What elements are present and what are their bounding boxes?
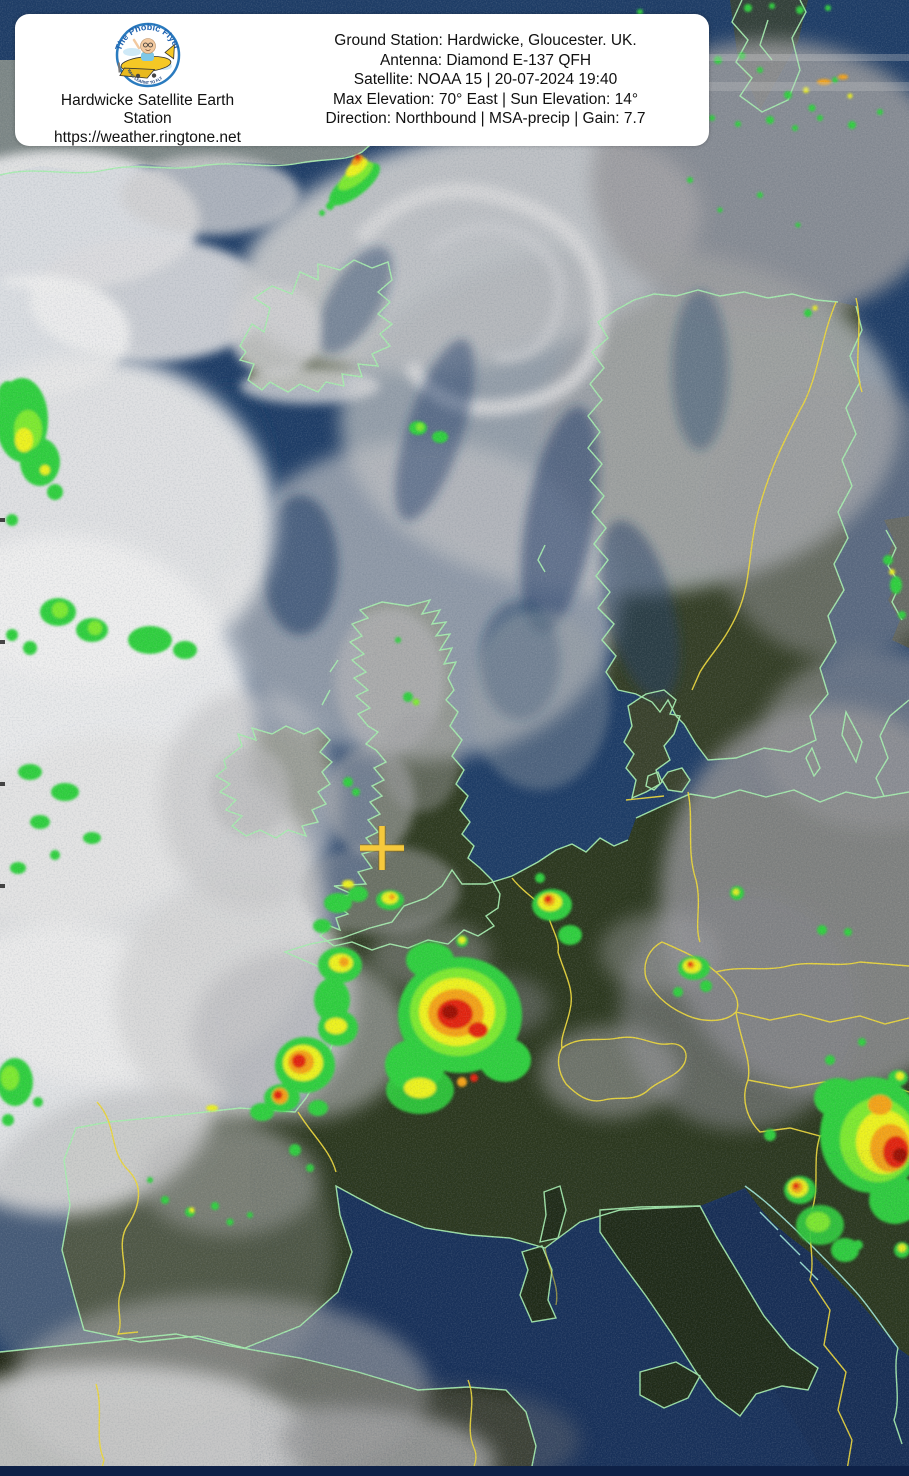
station-identity: The Phobic Flyer WHO LEARNT TO FLY — [15, 14, 280, 146]
phobic-flyer-logo: The Phobic Flyer WHO LEARNT TO FLY — [113, 22, 182, 88]
bottom-frame-bar — [0, 1466, 909, 1476]
airplane-icon — [117, 43, 175, 79]
info-satellite-datetime: Satellite: NOAA 15 | 20-07-2024 19:40 — [353, 71, 618, 89]
info-direction-enhancement-gain: Direction: Northbound | MSA-precip | Gai… — [325, 110, 646, 128]
info-elevation: Max Elevation: 70° East | Sun Elevation:… — [332, 90, 639, 108]
header-overlay-box: The Phobic Flyer WHO LEARNT TO FLY — [15, 14, 709, 146]
station-name: Hardwicke Satellite Earth Station — [60, 92, 235, 127]
pilot-face — [132, 38, 156, 61]
sea-speckle — [250, 1150, 909, 1476]
ground-station-marker — [360, 826, 404, 870]
station-website-link[interactable]: https://weather.ringtone.net — [54, 129, 241, 146]
signal-noise-bands — [0, 54, 909, 888]
info-ground-station: Ground Station: Hardwicke, Gloucester. U… — [334, 32, 637, 50]
info-antenna: Antenna: Diamond E-137 QFH — [379, 51, 592, 69]
pass-info-block: Ground Station: Hardwicke, Gloucester. U… — [280, 14, 709, 146]
